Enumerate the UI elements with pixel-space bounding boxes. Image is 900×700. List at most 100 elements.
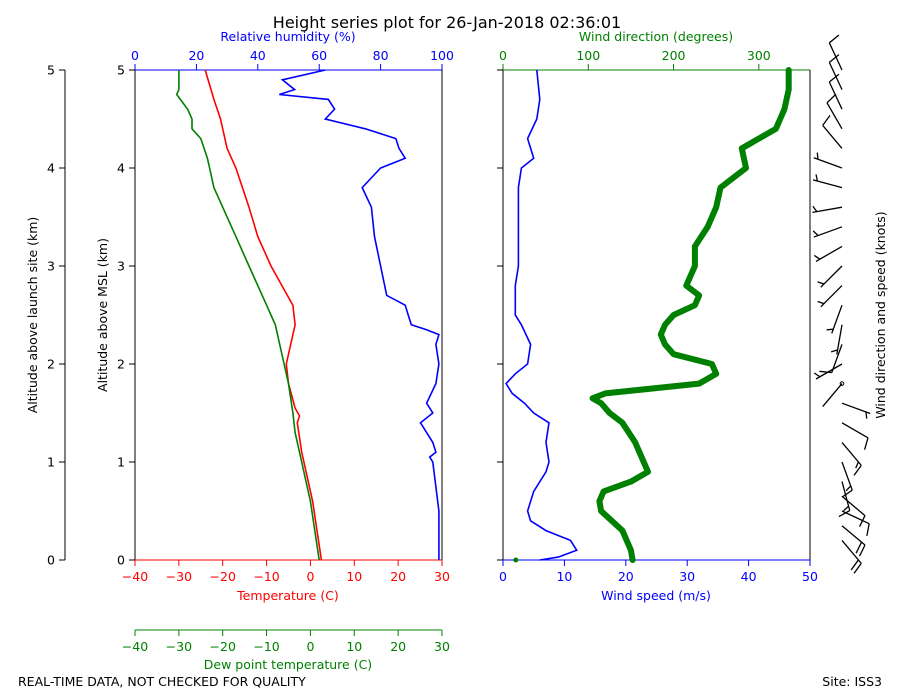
wind-barb [841,422,869,450]
footer-quality-note: REAL-TIME DATA, NOT CHECKED FOR QUALITY [18,674,306,689]
wind-y-ticks [497,69,503,561]
temperature-tick-label: −20 [210,569,236,584]
series-rh-line [279,69,440,560]
series-winddir-line [589,67,792,563]
temperature-tick-label: 20 [390,569,406,584]
series-temperature-line [204,69,323,561]
winddir-tick-label: 100 [576,48,600,63]
wind-barb [828,54,843,90]
axis-winddir-ticks: 0 100 200 300 [499,48,771,70]
series-dewpoint-line [175,70,320,561]
axis-winddir-label: Wind direction (degrees) [579,29,733,44]
dewpoint-tick-label: 10 [346,639,362,654]
dewpoint-tick-label: −30 [166,639,192,654]
wind-barb [841,525,866,557]
launch-tick-label: 0 [47,553,55,568]
thermo-panel: 0 1 2 3 4 5 Altitude above launch site (km) R… [25,29,454,672]
wind-panel: Wind direction (degrees) 0 100 200 300 0 10 2… [497,29,818,603]
launch-tick-label: 5 [47,63,55,78]
rh-tick-label: 60 [311,48,327,63]
axis-rh-ticks: 0 20 40 60 80 100 [131,48,454,70]
wind-barb [812,174,843,189]
rh-tick-label: 0 [131,48,139,63]
axis-msl-label: Altitude above MSL (km) [95,238,110,392]
dewpoint-tick-label: 0 [306,639,314,654]
msl-tick-label: 1 [117,455,125,470]
wind-barb [826,93,843,130]
wind-barb [841,495,866,527]
wind-barb [813,245,843,262]
launch-tick-label: 4 [47,161,55,176]
wind-barb [841,510,870,536]
rh-tick-label: 40 [250,48,266,63]
winddir-surface-point [513,557,519,563]
winddir-tick-label: 200 [662,48,686,63]
msl-tick-label: 5 [117,63,125,78]
axis-windspeed-ticks: 0 10 20 30 40 50 [499,560,818,584]
axis-dewpoint-ticks: −40 −30 −20 −10 0 10 20 30 [122,630,450,654]
rh-tick-label: 80 [373,48,389,63]
launch-tick-label: 2 [47,357,55,372]
msl-tick-label: 2 [117,357,125,372]
msl-tick-label: 3 [117,259,125,274]
temperature-tick-label: −30 [166,569,192,584]
windspeed-tick-label: 20 [618,569,634,584]
windspeed-tick-label: 30 [679,569,695,584]
rh-tick-label: 100 [430,48,454,63]
chart-title: Height series plot for 26-Jan-2018 02:36… [273,13,621,32]
wind-barb [813,363,843,380]
msl-tick-label: 0 [117,553,125,568]
wind-barb [812,205,843,214]
wind-barb [819,344,843,374]
wind-barb [822,115,843,149]
dewpoint-tick-label: −40 [122,639,148,654]
wind-barb [826,304,843,334]
wind-barb [830,324,843,355]
axis-windspeed-label: Wind speed (m/s) [601,588,711,603]
wind-barb [822,381,845,407]
wind-barb [841,402,871,419]
axis-temperature-ticks: −40 −30 −20 −10 0 10 20 30 [122,560,450,584]
wind-barb [817,265,843,288]
temperature-tick-label: −10 [253,569,279,584]
dewpoint-tick-label: 30 [434,639,450,654]
dewpoint-tick-label: −20 [210,639,236,654]
wind-barb [813,152,843,169]
axis-launch-label: Altitude above launch site (km) [25,217,40,414]
thermo-plot-area: Relative humidity (%) 0 20 40 60 80 100 01234… [95,29,454,672]
winddir-tick-label: 300 [747,48,771,63]
msl-tick-label: 4 [117,161,125,176]
windspeed-tick-label: 50 [802,569,818,584]
wind-barb [828,34,843,71]
temperature-tick-label: 30 [434,569,450,584]
launch-tick-label: 1 [47,455,55,470]
axis-rh-label: Relative humidity (%) [220,29,355,44]
axis-launch-ticks: 0 1 2 3 4 5 [47,63,65,568]
temperature-tick-label: 0 [306,569,314,584]
axis-barbs-label: Wind direction and speed (knots) [873,211,888,418]
wind-barb [812,226,843,238]
wind-barb [828,73,843,110]
rh-tick-label: 20 [188,48,204,63]
series-winddir-dots [513,557,519,563]
axis-dewpoint-label: Dew point temperature (C) [204,657,372,672]
wind-barb [841,441,862,476]
series-windspeed-line [505,69,578,561]
axis-msl-ticks: 0 1 2 3 4 5 [117,63,135,568]
wind-barb [838,481,851,518]
wind-barb [841,539,862,574]
windspeed-tick-label: 10 [556,569,572,584]
launch-tick-label: 3 [47,259,55,274]
dewpoint-tick-label: 20 [390,639,406,654]
wind-barb [817,285,843,308]
temperature-tick-label: 10 [346,569,362,584]
temperature-tick-label: −40 [122,569,148,584]
axis-temperature-label: Temperature (C) [236,588,339,603]
wind-barb [841,461,853,498]
wind-barbs [812,34,871,574]
footer-site: Site: ISS3 [822,674,882,689]
winddir-tick-label: 0 [499,48,507,63]
windspeed-tick-label: 0 [499,569,507,584]
dewpoint-tick-label: −10 [253,639,279,654]
